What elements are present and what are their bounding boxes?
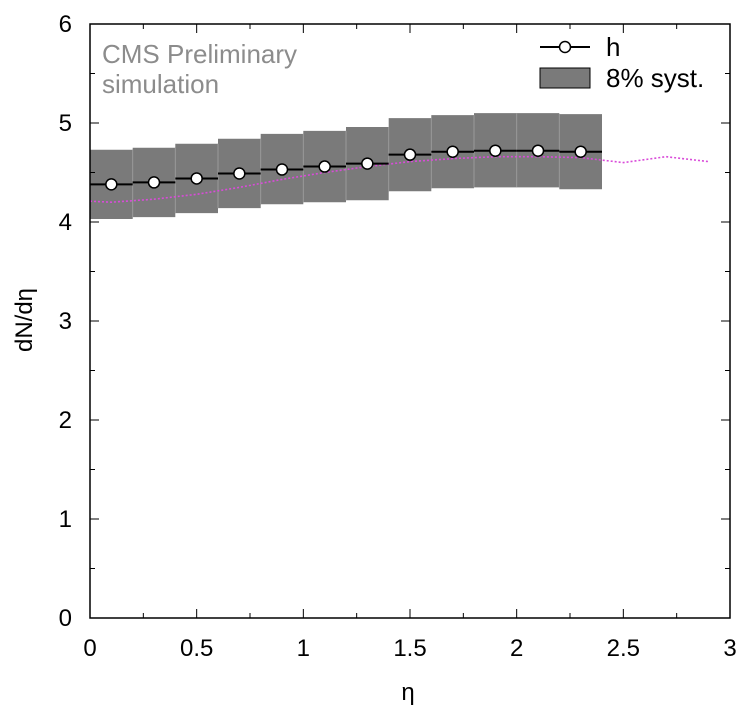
x-axis-label: η bbox=[401, 679, 414, 706]
legend-label-syst: 8% syst. bbox=[606, 63, 704, 93]
x-tick-label: 1.5 bbox=[393, 635, 426, 662]
y-tick-label: 5 bbox=[59, 110, 72, 137]
y-tick-label: 1 bbox=[59, 506, 72, 533]
data-points-layer bbox=[90, 144, 602, 191]
x-tick-label: 1 bbox=[297, 635, 310, 662]
data-point bbox=[190, 172, 203, 185]
x-tick-label: 0.5 bbox=[180, 635, 213, 662]
x-tick-label: 2 bbox=[510, 635, 523, 662]
data-point bbox=[147, 176, 161, 189]
y-tick-label: 2 bbox=[59, 407, 72, 434]
data-point bbox=[105, 178, 118, 191]
data-point bbox=[446, 145, 459, 158]
axis-ticks-layer bbox=[89, 23, 731, 619]
data-point bbox=[489, 144, 502, 157]
data-point bbox=[361, 157, 374, 170]
data-point bbox=[318, 160, 331, 173]
data-point bbox=[403, 148, 417, 161]
annotation-simulation: simulation bbox=[102, 69, 219, 99]
legend-h-marker bbox=[558, 40, 572, 54]
y-tick-label: 3 bbox=[59, 308, 72, 335]
y-axis-label: dN/dη bbox=[11, 288, 38, 352]
x-tick-label: 0 bbox=[83, 635, 96, 662]
y-tick-label: 4 bbox=[59, 209, 72, 236]
y-tick-label: 6 bbox=[59, 11, 72, 38]
annotation-cms-preliminary: CMS Preliminary bbox=[102, 39, 297, 69]
legend: h 8% syst. bbox=[539, 32, 704, 93]
data-point bbox=[233, 167, 246, 180]
legend-label-h: h bbox=[606, 32, 620, 62]
tick-labels-layer: 0 0.5 1 1.5 2 2.5 3 0 1 2 3 4 5 6 bbox=[59, 11, 737, 662]
x-tick-label: 2.5 bbox=[607, 635, 640, 662]
data-point bbox=[574, 145, 587, 158]
data-point bbox=[275, 163, 289, 176]
x-tick-label: 3 bbox=[723, 635, 736, 662]
legend-syst-swatch bbox=[539, 67, 591, 89]
data-point bbox=[531, 144, 545, 157]
y-tick-label: 0 bbox=[59, 605, 72, 632]
